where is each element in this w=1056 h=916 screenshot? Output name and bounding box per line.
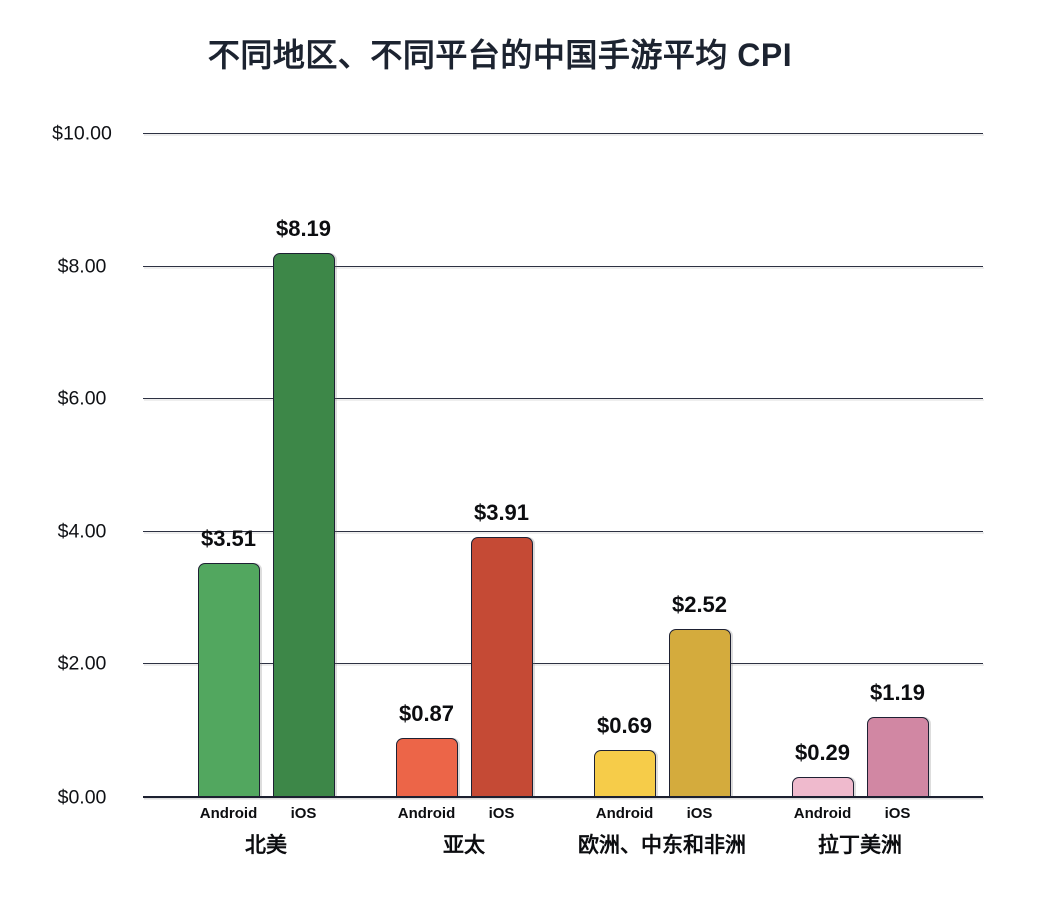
bars-row: $3.51 $8.19 <box>197 133 335 796</box>
y-axis-tick-label: $8.00 <box>57 255 107 278</box>
platform-label-row: Android iOS <box>198 805 335 822</box>
platform-label: iOS <box>488 805 515 822</box>
bar-cell: $2.52 <box>668 133 731 796</box>
category-label: 北美 <box>245 834 287 857</box>
platform-label: iOS <box>290 805 317 822</box>
bar-value-label: $3.51 <box>200 526 257 552</box>
y-axis-tick-label: $10.00 <box>52 122 112 145</box>
bar-value-label: $1.19 <box>869 680 926 706</box>
bar-value-label: $8.19 <box>275 216 332 242</box>
gridline: $6.00 <box>58 388 983 410</box>
bar-android <box>593 750 656 796</box>
bar-ios <box>272 253 335 796</box>
platform-label: Android <box>595 805 654 822</box>
bar-group: $0.87 $3.91 Android iOS 亚太 <box>365 133 563 873</box>
bars-row: $0.69 $2.52 <box>593 133 731 796</box>
gridline: $10.00 <box>52 123 983 145</box>
bar-groups: $3.51 $8.19 Android iOS 北美 $0.87 $3.91 Android i… <box>167 133 959 873</box>
bar-cell: $3.91 <box>470 133 533 796</box>
y-axis-tick-label: $4.00 <box>57 520 107 543</box>
category-label: 拉丁美洲 <box>818 834 902 857</box>
bar-android <box>791 776 854 796</box>
y-axis-tick-label: $6.00 <box>57 387 107 410</box>
bar-cell: $0.69 <box>593 133 656 796</box>
platform-label: iOS <box>884 805 911 822</box>
x-axis-line: $0.00 <box>58 787 983 809</box>
y-axis-tick-label: $0.00 <box>57 786 107 809</box>
bar-cell: $0.87 <box>395 133 458 796</box>
platform-label-row: Android iOS <box>792 805 929 822</box>
bar-android <box>395 738 458 796</box>
bars-row: $0.87 $3.91 <box>395 133 533 796</box>
gridline: $4.00 <box>58 520 983 542</box>
category-label: 欧洲、中东和非洲 <box>578 834 746 857</box>
gridline: $2.00 <box>58 653 983 675</box>
platform-label-row: Android iOS <box>396 805 533 822</box>
platform-label-row: Android iOS <box>594 805 731 822</box>
bar-value-label: $0.29 <box>794 739 851 765</box>
bar-cell: $1.19 <box>866 133 929 796</box>
bar-value-label: $3.91 <box>473 499 530 525</box>
bar-cell: $8.19 <box>272 133 335 796</box>
platform-label: iOS <box>686 805 713 822</box>
chart-title: 不同地区、不同平台的中国手游平均 CPI <box>207 37 793 73</box>
bar-android <box>197 563 260 796</box>
bar-cell: $3.51 <box>197 133 260 796</box>
bar-group: $0.29 $1.19 Android iOS 拉丁美洲 <box>761 133 959 873</box>
platform-label: Android <box>793 805 852 822</box>
platform-label: Android <box>397 805 456 822</box>
bar-value-label: $2.52 <box>671 591 728 617</box>
bar-value-label: $0.87 <box>398 701 455 727</box>
bar-value-label: $0.69 <box>596 713 653 739</box>
bar-ios <box>470 536 533 796</box>
gridline: $8.00 <box>58 255 983 277</box>
bar-ios <box>668 628 731 796</box>
category-label: 亚太 <box>443 834 485 857</box>
plot-area: $10.00 $8.00 $6.00 $4.00 $2.00 $0.00 <box>52 123 983 809</box>
bar-ios <box>866 717 929 796</box>
platform-label: Android <box>199 805 258 822</box>
bar-group: $3.51 $8.19 Android iOS 北美 <box>167 133 365 873</box>
bar-group: $0.69 $2.52 Android iOS 欧洲、中东和非洲 <box>563 133 761 873</box>
y-axis-tick-label: $2.00 <box>57 652 107 675</box>
bars-row: $0.29 $1.19 <box>791 133 929 796</box>
bar-cell: $0.29 <box>791 133 854 796</box>
